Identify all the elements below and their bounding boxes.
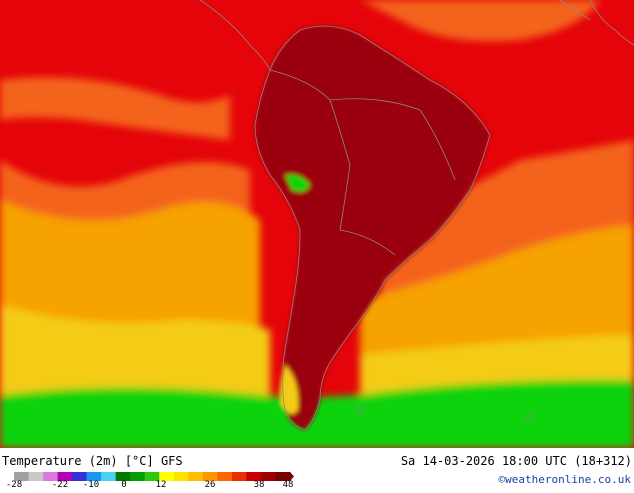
ocean-cold-band — [0, 379, 634, 448]
legend-swatch — [260, 472, 276, 481]
legend-swatch — [115, 472, 131, 481]
legend-swatch — [14, 472, 30, 481]
north-warm-patch — [0, 77, 230, 140]
legend-arrow — [290, 472, 294, 481]
legend-tick-label: 48 — [282, 480, 294, 490]
legend-tick-label: -28 — [5, 480, 23, 490]
legend-swatch — [57, 472, 73, 481]
map-title: Temperature (2m) [°C] GFS — [2, 454, 183, 468]
map-footer: Temperature (2m) [°C] GFS Sa 14-03-2026 … — [0, 448, 634, 490]
legend-swatch — [101, 472, 117, 481]
legend-swatch — [246, 472, 262, 481]
legend-swatch — [144, 472, 160, 481]
legend-swatch — [72, 472, 88, 481]
coastline-borders — [199, 0, 634, 431]
legend-swatch — [217, 472, 233, 481]
legend-swatch — [173, 472, 189, 481]
legend-swatch — [188, 472, 204, 481]
patagonia-cool-strip — [279, 365, 299, 414]
legend-tick-label: 12 — [155, 480, 167, 490]
legend-swatch — [43, 472, 59, 481]
legend-swatch — [202, 472, 218, 481]
legend-swatch — [130, 472, 146, 481]
legend-swatch — [231, 472, 247, 481]
legend-tick-label: 0 — [121, 480, 127, 490]
south-america-landmass — [255, 26, 490, 430]
legend-tick-label: -22 — [51, 480, 69, 490]
legend-swatch — [275, 472, 291, 481]
valid-time: Sa 14-03-2026 18:00 UTC (18+312) — [400, 454, 632, 468]
legend-swatch — [86, 472, 102, 481]
legend-tick-label: 26 — [204, 480, 216, 490]
legend-swatch — [159, 472, 175, 481]
legend-tick-label: 38 — [253, 480, 265, 490]
legend-swatch — [28, 472, 44, 481]
temperature-map — [0, 0, 634, 448]
andes-highland-patch — [285, 174, 310, 192]
color-legend — [14, 472, 294, 481]
north-east-warm-patch — [360, 0, 600, 42]
legend-ticks: -28 -22 -10 0 12 26 38 48 — [0, 481, 320, 493]
legend-tick-label: -10 — [82, 480, 100, 490]
credit-link[interactable]: ©weatheronline.co.uk — [498, 473, 631, 486]
